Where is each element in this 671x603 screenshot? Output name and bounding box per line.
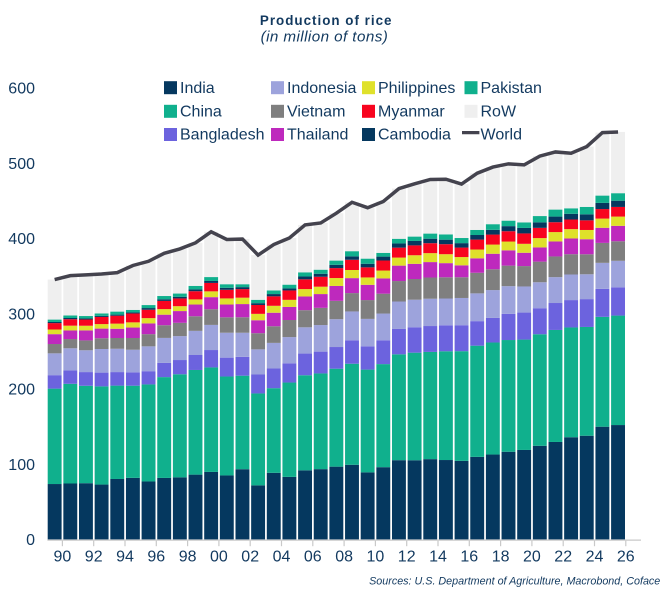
- svg-text:Indonesia: Indonesia: [287, 80, 356, 97]
- svg-text:Vietnam: Vietnam: [287, 104, 345, 121]
- svg-text:92: 92: [85, 548, 103, 565]
- svg-text:12: 12: [398, 548, 416, 565]
- svg-text:RoW: RoW: [481, 104, 517, 121]
- svg-text:26: 26: [617, 548, 635, 565]
- svg-text:0: 0: [26, 532, 35, 549]
- svg-text:Philippines: Philippines: [378, 80, 455, 97]
- svg-text:400: 400: [8, 231, 35, 248]
- svg-text:China: China: [180, 104, 222, 121]
- svg-text:08: 08: [335, 548, 353, 565]
- svg-text:India: India: [180, 80, 215, 97]
- svg-text:600: 600: [8, 81, 35, 98]
- svg-text:90: 90: [54, 548, 72, 565]
- svg-text:98: 98: [179, 548, 197, 565]
- svg-text:500: 500: [8, 156, 35, 173]
- svg-text:02: 02: [241, 548, 259, 565]
- svg-text:100: 100: [8, 457, 35, 474]
- svg-text:24: 24: [586, 548, 604, 565]
- svg-text:96: 96: [147, 548, 165, 565]
- svg-text:94: 94: [116, 548, 134, 565]
- svg-text:World: World: [481, 127, 523, 144]
- svg-text:14: 14: [429, 548, 447, 565]
- svg-text:200: 200: [8, 382, 35, 399]
- svg-text:Production of rice: Production of rice: [260, 13, 393, 28]
- svg-text:Myanmar: Myanmar: [378, 104, 445, 121]
- svg-text:00: 00: [210, 548, 228, 565]
- svg-text:04: 04: [273, 548, 291, 565]
- svg-text:Pakistan: Pakistan: [481, 80, 542, 97]
- svg-text:Cambodia: Cambodia: [378, 127, 451, 144]
- svg-text:300: 300: [8, 306, 35, 323]
- svg-text:(in million of tons): (in million of tons): [261, 28, 389, 45]
- svg-text:Thailand: Thailand: [287, 127, 348, 144]
- svg-text:10: 10: [367, 548, 385, 565]
- svg-text:18: 18: [492, 548, 510, 565]
- svg-text:Bangladesh: Bangladesh: [180, 127, 265, 144]
- svg-text:20: 20: [523, 548, 541, 565]
- svg-text:16: 16: [460, 548, 478, 565]
- svg-text:22: 22: [554, 548, 572, 565]
- svg-text:Sources: U.S. Department of Ag: Sources: U.S. Department of Agriculture,…: [369, 575, 660, 587]
- svg-text:06: 06: [304, 548, 322, 565]
